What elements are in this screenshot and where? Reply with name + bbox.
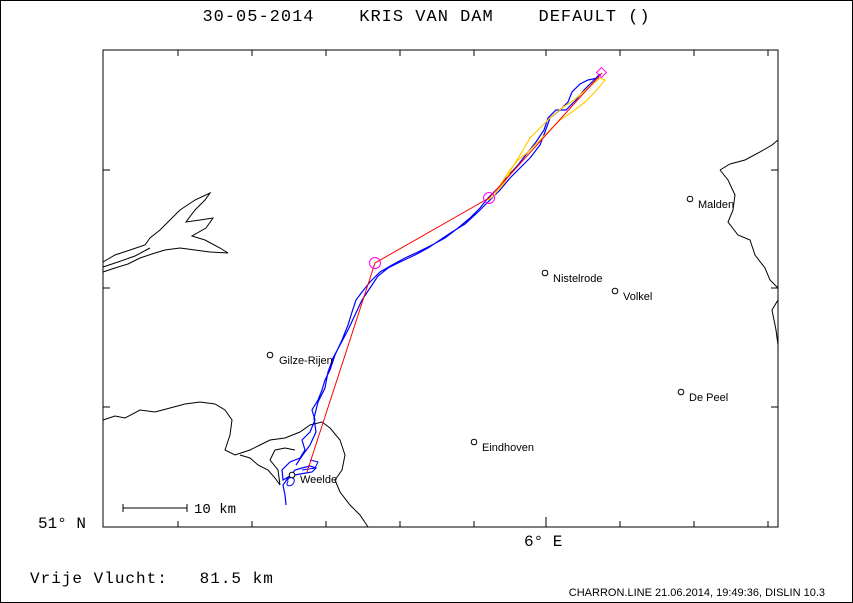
axis-ticks bbox=[103, 50, 778, 527]
place-label: Volkel bbox=[623, 291, 652, 303]
place-marker bbox=[266, 351, 274, 359]
credit-line: CHARRON.LINE 21.06.2014, 19:49:36, DISLI… bbox=[568, 587, 825, 599]
place-marker bbox=[686, 195, 694, 203]
place-label: De Peel bbox=[689, 392, 728, 404]
place-marker bbox=[677, 388, 685, 396]
flight-distance: Vrije Vlucht: 81.5 km bbox=[30, 570, 274, 588]
map-border bbox=[102, 49, 779, 528]
place-label: Malden bbox=[698, 199, 734, 211]
place-label: Weelde bbox=[300, 474, 337, 486]
task-legs bbox=[306, 72, 603, 473]
turnpoint-2-marker bbox=[483, 192, 495, 204]
coastlines bbox=[102, 139, 779, 528]
scale-bar-label: 10 km bbox=[194, 502, 236, 518]
longitude-label: 6° E bbox=[524, 533, 563, 551]
alt-track bbox=[487, 77, 606, 201]
place-label: Nistelrode bbox=[553, 273, 603, 285]
place-marker bbox=[288, 471, 296, 479]
turnpoint-3-marker bbox=[595, 66, 608, 79]
place-marker bbox=[470, 438, 478, 446]
place-marker bbox=[541, 269, 549, 277]
turnpoint-1-marker bbox=[369, 257, 381, 269]
place-label: Eindhoven bbox=[482, 442, 534, 454]
place-label: Gilze-Rijen bbox=[279, 355, 333, 367]
place-marker bbox=[611, 287, 619, 295]
place-markers: Malden Nistelrode Volkel Gilze-Rijen De … bbox=[266, 195, 734, 486]
scale-bar: 10 km bbox=[122, 502, 236, 518]
page-title: 30-05-2014 KRIS VAN DAM DEFAULT () bbox=[202, 8, 651, 27]
latitude-label: 51° N bbox=[38, 515, 87, 533]
flight-track bbox=[281, 73, 601, 506]
